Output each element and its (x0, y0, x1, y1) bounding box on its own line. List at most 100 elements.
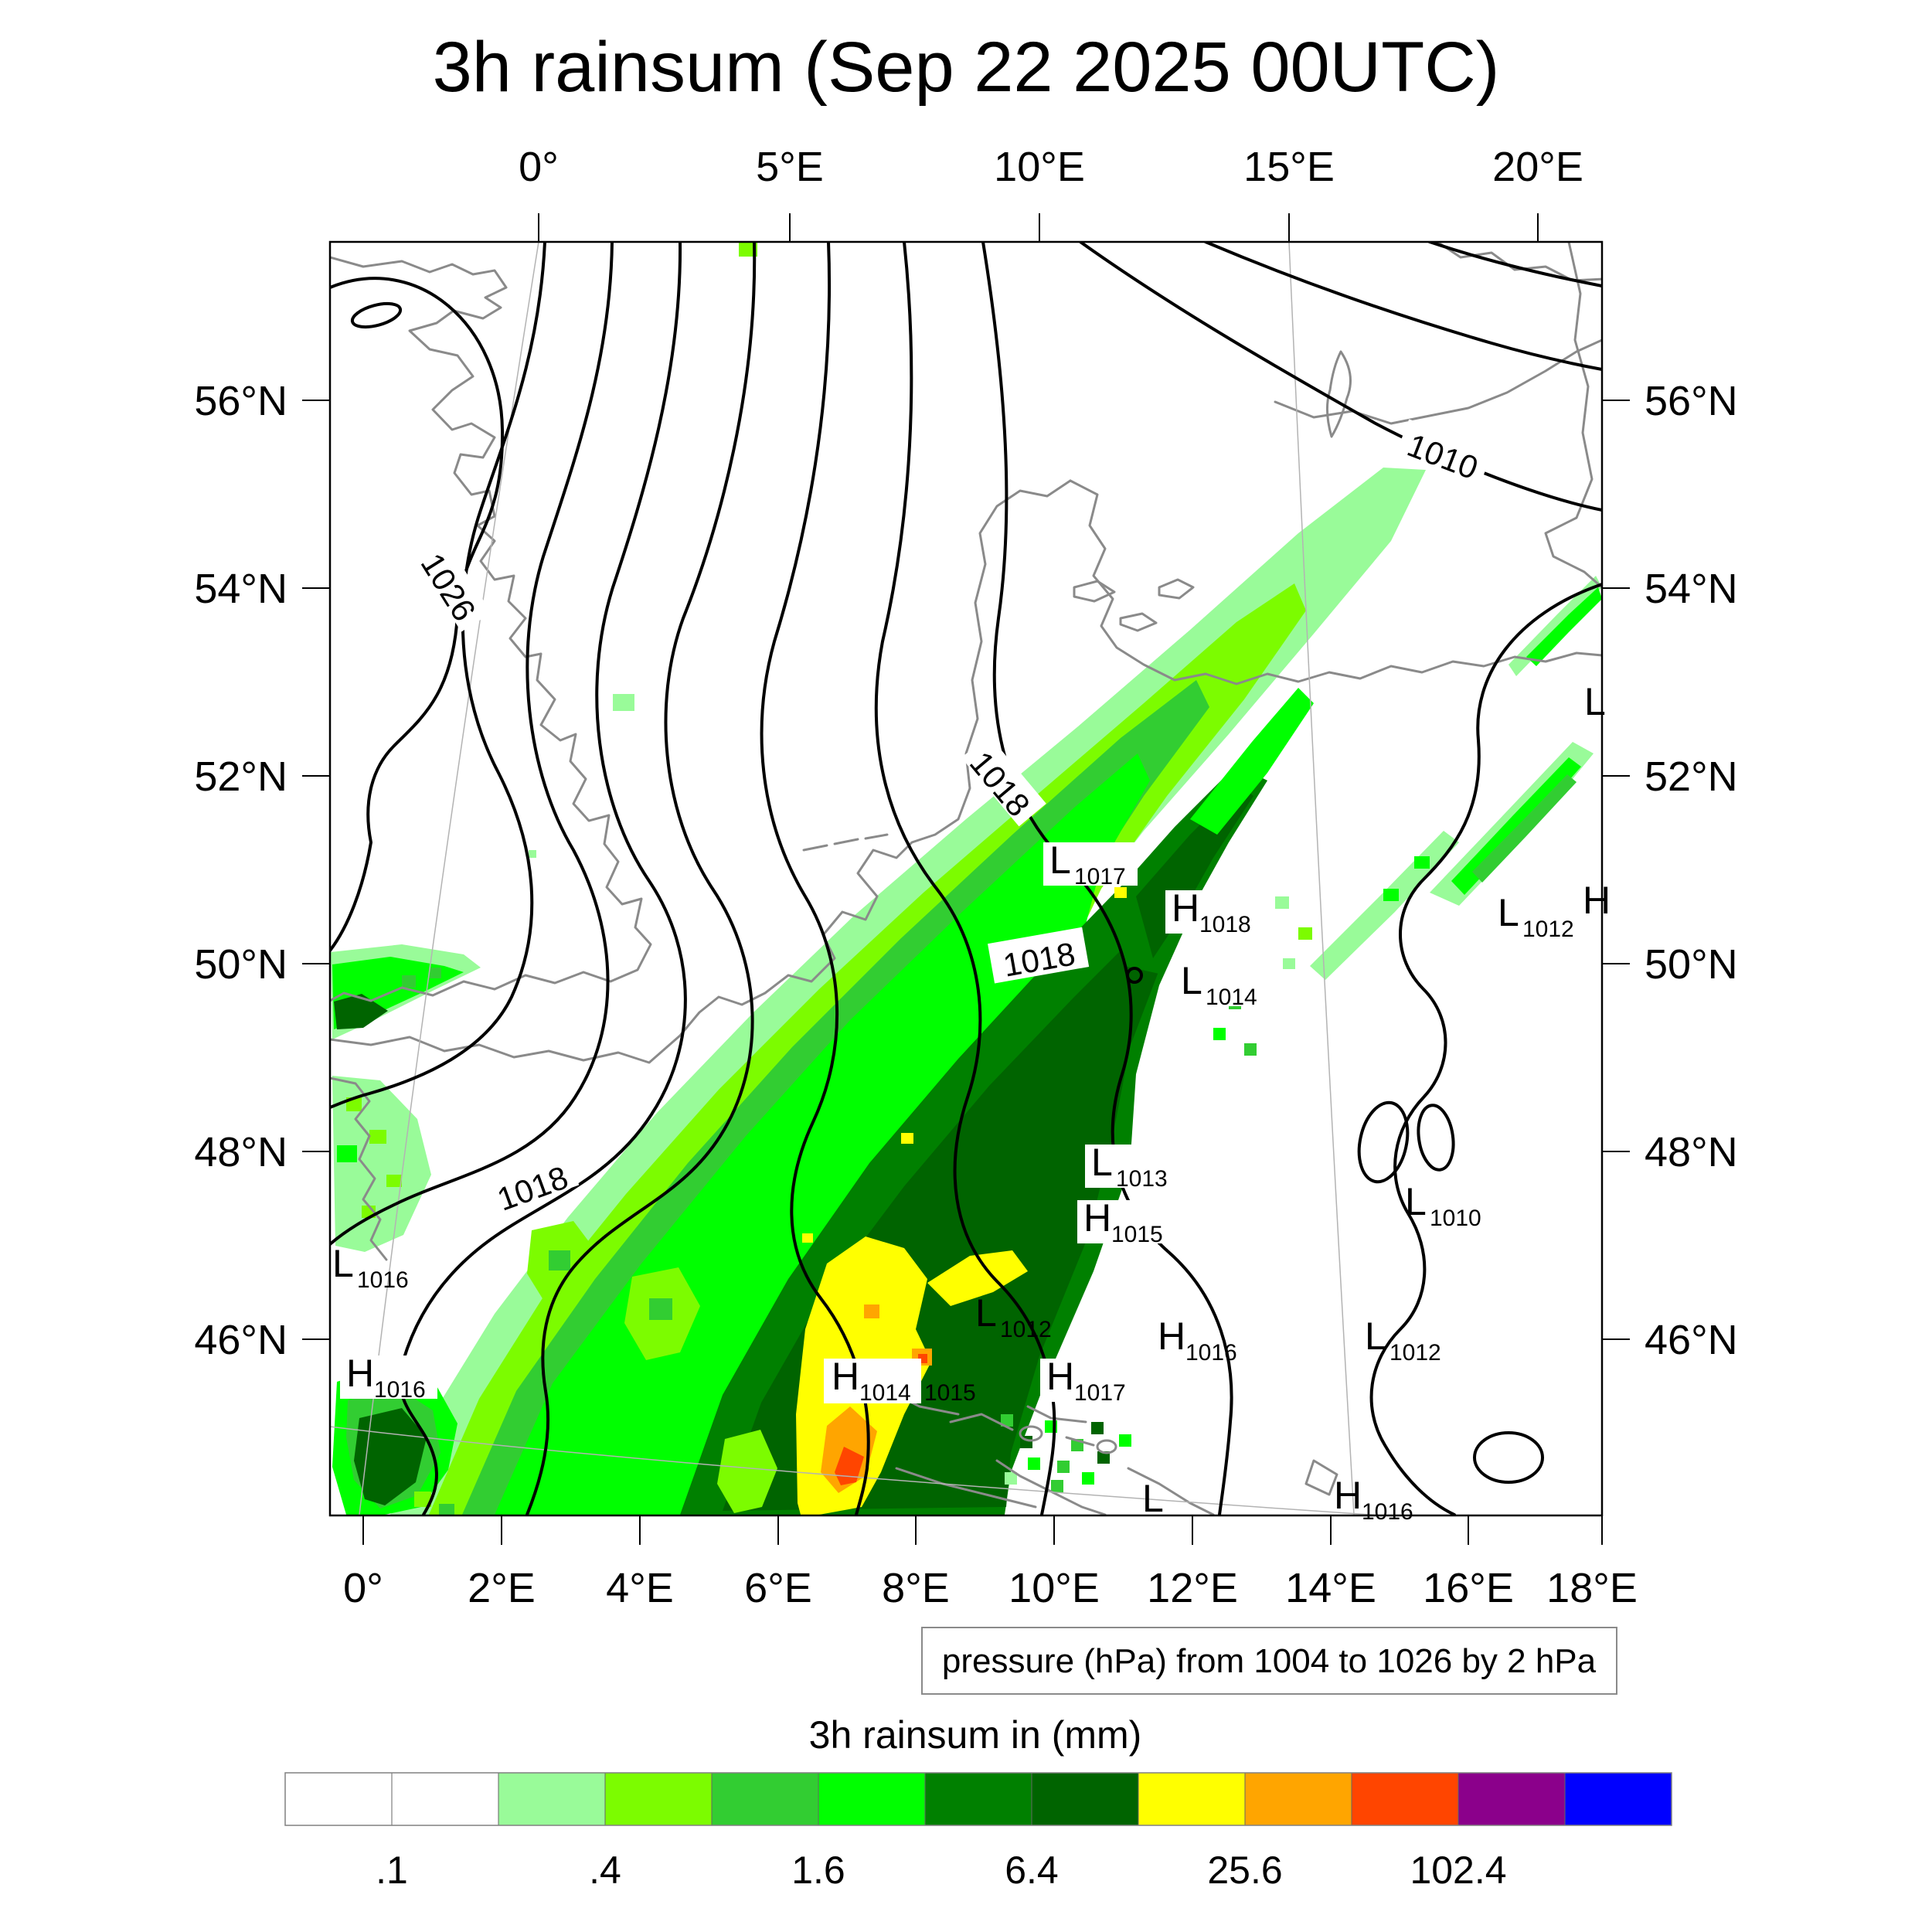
pressure-center-L1012: L 1012 (975, 1291, 1052, 1342)
rain-pixel (1005, 1472, 1017, 1485)
pressure-value: 1015 (1111, 1222, 1163, 1247)
colorbar-swatch (1564, 1772, 1672, 1826)
contour-label-mask (988, 927, 1090, 984)
pressure-center-H1016: H 1016 (1158, 1315, 1237, 1366)
pressure-letter: L (1142, 1477, 1164, 1520)
rainfall-shading-layer (331, 243, 1602, 1515)
pressure-value: 1016 (357, 1267, 409, 1293)
pressure-center-edge-H: H (1583, 879, 1611, 922)
rain-pixel (1275, 896, 1289, 909)
rain-blob-core (334, 994, 388, 1029)
axis-left: 56°N 54°N 52°N 50°N 48°N 46°N (194, 378, 330, 1363)
label-box (340, 1355, 437, 1399)
rain-streak-bright (1526, 587, 1602, 666)
isobar-closed (1126, 967, 1143, 984)
isobar (1079, 242, 1602, 512)
pressure-center-L1010: L 1010 (1405, 1180, 1481, 1231)
contour-label-mask (961, 735, 1046, 827)
pressure-letter: L (975, 1291, 997, 1335)
colorbar-swatch (391, 1772, 499, 1826)
rain-pixel (1213, 1028, 1226, 1040)
pressure-centers: 1015 L 1017 H 1018 L 1014 L 1013 H 1015 (332, 680, 1611, 1525)
rain-pixel (1097, 1451, 1110, 1464)
pressure-value: 1017 (1074, 864, 1126, 889)
pressure-center-H1017: H 1017 (1040, 1355, 1138, 1406)
colorbar-tick-label: 1.6 (791, 1849, 845, 1892)
axis-label: 20°E (1492, 144, 1583, 190)
coastline-po-valley (895, 1467, 1037, 1509)
pressure-caption: pressure (hPa) from 1004 to 1026 by 2 hP… (921, 1627, 1617, 1695)
pressure-letter: H (1158, 1315, 1185, 1358)
rain-pixel (1298, 927, 1312, 940)
pressure-center-L1016: L 1016 (332, 1242, 409, 1293)
rain-pixel (429, 968, 441, 978)
axis-label: 2°E (468, 1565, 536, 1611)
axis-label: 10°E (994, 144, 1085, 190)
rain-pixel (369, 1130, 386, 1144)
coastline-oland (1326, 350, 1352, 438)
axis-bottom: 0° 2°E 4°E 6°E 8°E 10°E 12°E 14°E 16°E 1… (343, 1515, 1638, 1611)
axis-label: 54°N (1645, 566, 1738, 612)
axis-label: 12°E (1147, 1565, 1238, 1611)
pressure-value: 1017 (1074, 1380, 1126, 1406)
axis-label: 46°N (194, 1317, 287, 1363)
rain-pixel (549, 1250, 570, 1270)
colorbar-swatch (604, 1772, 713, 1826)
meridian-15e (1288, 242, 1355, 1515)
colorbar-swatch (1458, 1772, 1566, 1826)
pressure-value: 1016 (1362, 1499, 1413, 1525)
pressure-center-L1014: L 1014 (1175, 959, 1269, 1010)
pressure-center-fragment: 1015 (924, 1380, 976, 1406)
rain-pixel (739, 243, 757, 257)
map-frame (328, 240, 1604, 1517)
pressure-center-L1012: L 1012 (1365, 1315, 1441, 1366)
rain-pixel (529, 850, 536, 858)
axis-label: 54°N (194, 566, 287, 612)
isobar-closed (1473, 1431, 1544, 1484)
axis-label: 4°E (606, 1565, 674, 1611)
rain-heavy-orange-spot (864, 1304, 879, 1318)
pressure-value: 1012 (1522, 917, 1574, 942)
coastline-istria (1304, 1459, 1338, 1496)
pressure-center-L1017: L 1017 (1043, 838, 1138, 889)
colorbar-swatch (284, 1772, 393, 1826)
axis-label: 15°E (1243, 144, 1335, 190)
rain-pixel (1082, 1472, 1094, 1485)
pressure-center-edge-L: L (1142, 1477, 1164, 1520)
pressure-value: 1016 (1185, 1340, 1237, 1366)
rain-streak-medium (1472, 774, 1577, 883)
pressure-center-H1015: H 1015 (1077, 1196, 1175, 1247)
label-box (824, 1359, 921, 1403)
colorbar-swatch (1031, 1772, 1139, 1826)
axis-right: 56°N 54°N 52°N 50°N 48°N 46°N (1602, 378, 1738, 1363)
rain-pixel (337, 1145, 357, 1162)
isobar (1369, 583, 1602, 1515)
page-title: 3h rainsum (Sep 22 2025 00UTC) (433, 28, 1500, 107)
axis-label: 48°N (194, 1129, 287, 1175)
isobar (1428, 242, 1602, 287)
isobar-closed (1357, 1100, 1410, 1184)
axis-label: 14°E (1285, 1565, 1376, 1611)
axis-label: 5°E (756, 144, 824, 190)
colorbar-tick-label: 6.4 (1005, 1849, 1059, 1892)
label-box (1077, 1200, 1175, 1243)
pressure-letter: L (1498, 891, 1519, 934)
rain-pixel (613, 694, 634, 711)
label-box (1040, 1359, 1138, 1402)
isobar (330, 242, 546, 1109)
rain-pixel (402, 975, 416, 988)
caption-text: pressure (hPa) from 1004 to 1026 by 2 hP… (942, 1642, 1597, 1680)
axis-label: 46°N (1645, 1317, 1738, 1363)
colorbar-swatch (924, 1772, 1032, 1826)
rain-streak-pale (1509, 576, 1602, 676)
pressure-value: 1018 (1199, 912, 1251, 937)
rain-spur-bright (1190, 688, 1314, 835)
coastline-archipelago (1436, 242, 1602, 282)
coastline-lake (1019, 1425, 1117, 1454)
colorbar-outline (284, 1772, 1672, 1826)
pressure-value: 1014 (859, 1380, 911, 1406)
colorbar-swatch (711, 1772, 819, 1826)
axis-label: 6°E (744, 1565, 812, 1611)
coastline-danish-island (1158, 578, 1195, 600)
